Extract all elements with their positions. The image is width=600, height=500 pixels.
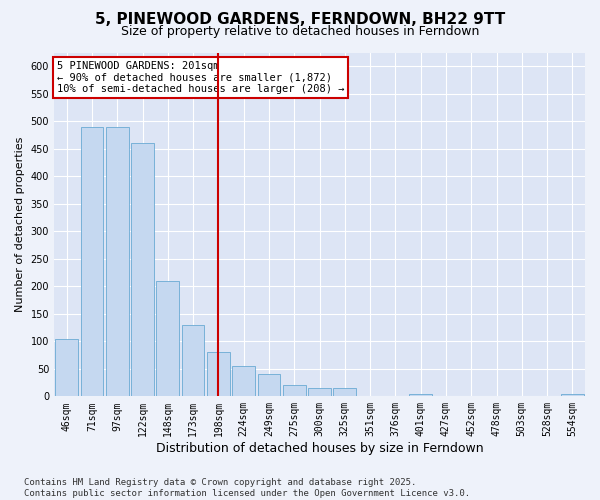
Bar — [283, 386, 305, 396]
Bar — [308, 388, 331, 396]
Bar — [257, 374, 280, 396]
Text: Size of property relative to detached houses in Ferndown: Size of property relative to detached ho… — [121, 25, 479, 38]
Text: Contains HM Land Registry data © Crown copyright and database right 2025.
Contai: Contains HM Land Registry data © Crown c… — [24, 478, 470, 498]
Y-axis label: Number of detached properties: Number of detached properties — [15, 136, 25, 312]
Text: 5, PINEWOOD GARDENS, FERNDOWN, BH22 9TT: 5, PINEWOOD GARDENS, FERNDOWN, BH22 9TT — [95, 12, 505, 28]
Bar — [334, 388, 356, 396]
Bar — [157, 281, 179, 396]
Bar — [80, 127, 103, 396]
Bar — [232, 366, 255, 396]
Text: 5 PINEWOOD GARDENS: 201sqm
← 90% of detached houses are smaller (1,872)
10% of s: 5 PINEWOOD GARDENS: 201sqm ← 90% of deta… — [56, 61, 344, 94]
Bar — [55, 338, 78, 396]
Bar — [182, 325, 205, 396]
X-axis label: Distribution of detached houses by size in Ferndown: Distribution of detached houses by size … — [156, 442, 484, 455]
Bar — [207, 352, 230, 397]
Bar — [131, 144, 154, 396]
Bar — [106, 127, 128, 396]
Bar — [409, 394, 432, 396]
Bar — [561, 394, 584, 396]
